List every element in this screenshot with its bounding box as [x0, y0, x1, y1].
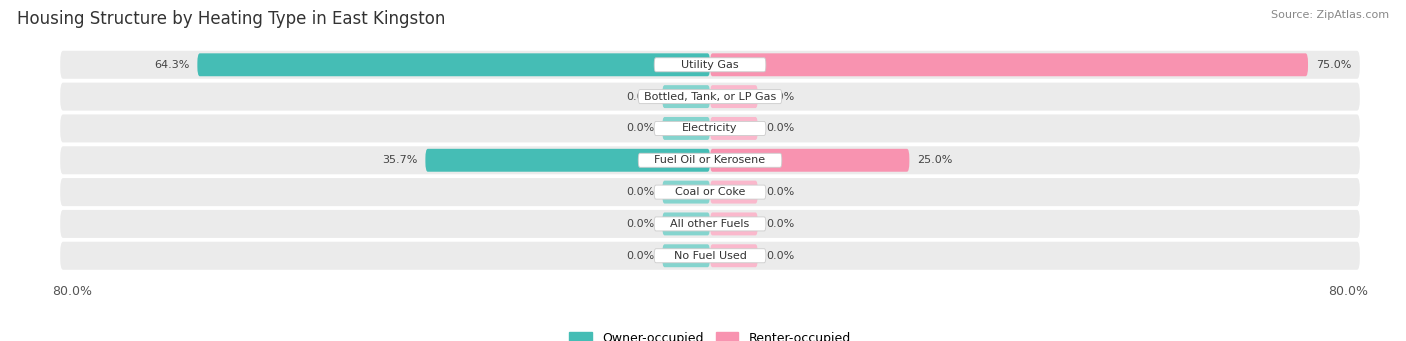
FancyBboxPatch shape: [197, 53, 710, 76]
FancyBboxPatch shape: [710, 181, 758, 204]
FancyBboxPatch shape: [710, 149, 910, 172]
FancyBboxPatch shape: [638, 153, 782, 167]
FancyBboxPatch shape: [60, 210, 1360, 238]
FancyBboxPatch shape: [654, 249, 766, 263]
Text: 0.0%: 0.0%: [626, 219, 654, 229]
FancyBboxPatch shape: [710, 212, 758, 235]
FancyBboxPatch shape: [662, 85, 710, 108]
FancyBboxPatch shape: [654, 185, 766, 199]
Text: 0.0%: 0.0%: [766, 187, 794, 197]
Text: Electricity: Electricity: [682, 123, 738, 133]
FancyBboxPatch shape: [710, 53, 1308, 76]
Legend: Owner-occupied, Renter-occupied: Owner-occupied, Renter-occupied: [564, 327, 856, 341]
FancyBboxPatch shape: [654, 217, 766, 231]
Text: Housing Structure by Heating Type in East Kingston: Housing Structure by Heating Type in Eas…: [17, 10, 446, 28]
FancyBboxPatch shape: [710, 117, 758, 140]
FancyBboxPatch shape: [60, 83, 1360, 110]
Text: Source: ZipAtlas.com: Source: ZipAtlas.com: [1271, 10, 1389, 20]
FancyBboxPatch shape: [662, 212, 710, 235]
FancyBboxPatch shape: [60, 242, 1360, 270]
Text: No Fuel Used: No Fuel Used: [673, 251, 747, 261]
FancyBboxPatch shape: [654, 121, 766, 135]
FancyBboxPatch shape: [662, 117, 710, 140]
FancyBboxPatch shape: [662, 181, 710, 204]
Text: 0.0%: 0.0%: [766, 251, 794, 261]
Text: 75.0%: 75.0%: [1316, 60, 1351, 70]
Text: Coal or Coke: Coal or Coke: [675, 187, 745, 197]
Text: 35.7%: 35.7%: [382, 155, 418, 165]
FancyBboxPatch shape: [654, 58, 766, 72]
Text: 0.0%: 0.0%: [626, 123, 654, 133]
FancyBboxPatch shape: [426, 149, 710, 172]
FancyBboxPatch shape: [60, 51, 1360, 79]
Text: Utility Gas: Utility Gas: [682, 60, 738, 70]
Text: Fuel Oil or Kerosene: Fuel Oil or Kerosene: [654, 155, 766, 165]
Text: 0.0%: 0.0%: [626, 92, 654, 102]
Text: 0.0%: 0.0%: [626, 187, 654, 197]
FancyBboxPatch shape: [710, 85, 758, 108]
FancyBboxPatch shape: [662, 244, 710, 267]
Text: 64.3%: 64.3%: [155, 60, 190, 70]
Text: 0.0%: 0.0%: [766, 92, 794, 102]
Text: 0.0%: 0.0%: [766, 219, 794, 229]
Text: 0.0%: 0.0%: [626, 251, 654, 261]
FancyBboxPatch shape: [60, 115, 1360, 143]
Text: 25.0%: 25.0%: [917, 155, 953, 165]
FancyBboxPatch shape: [710, 244, 758, 267]
FancyBboxPatch shape: [60, 178, 1360, 206]
FancyBboxPatch shape: [638, 90, 782, 104]
FancyBboxPatch shape: [60, 146, 1360, 174]
Text: All other Fuels: All other Fuels: [671, 219, 749, 229]
Text: Bottled, Tank, or LP Gas: Bottled, Tank, or LP Gas: [644, 92, 776, 102]
Text: 0.0%: 0.0%: [766, 123, 794, 133]
